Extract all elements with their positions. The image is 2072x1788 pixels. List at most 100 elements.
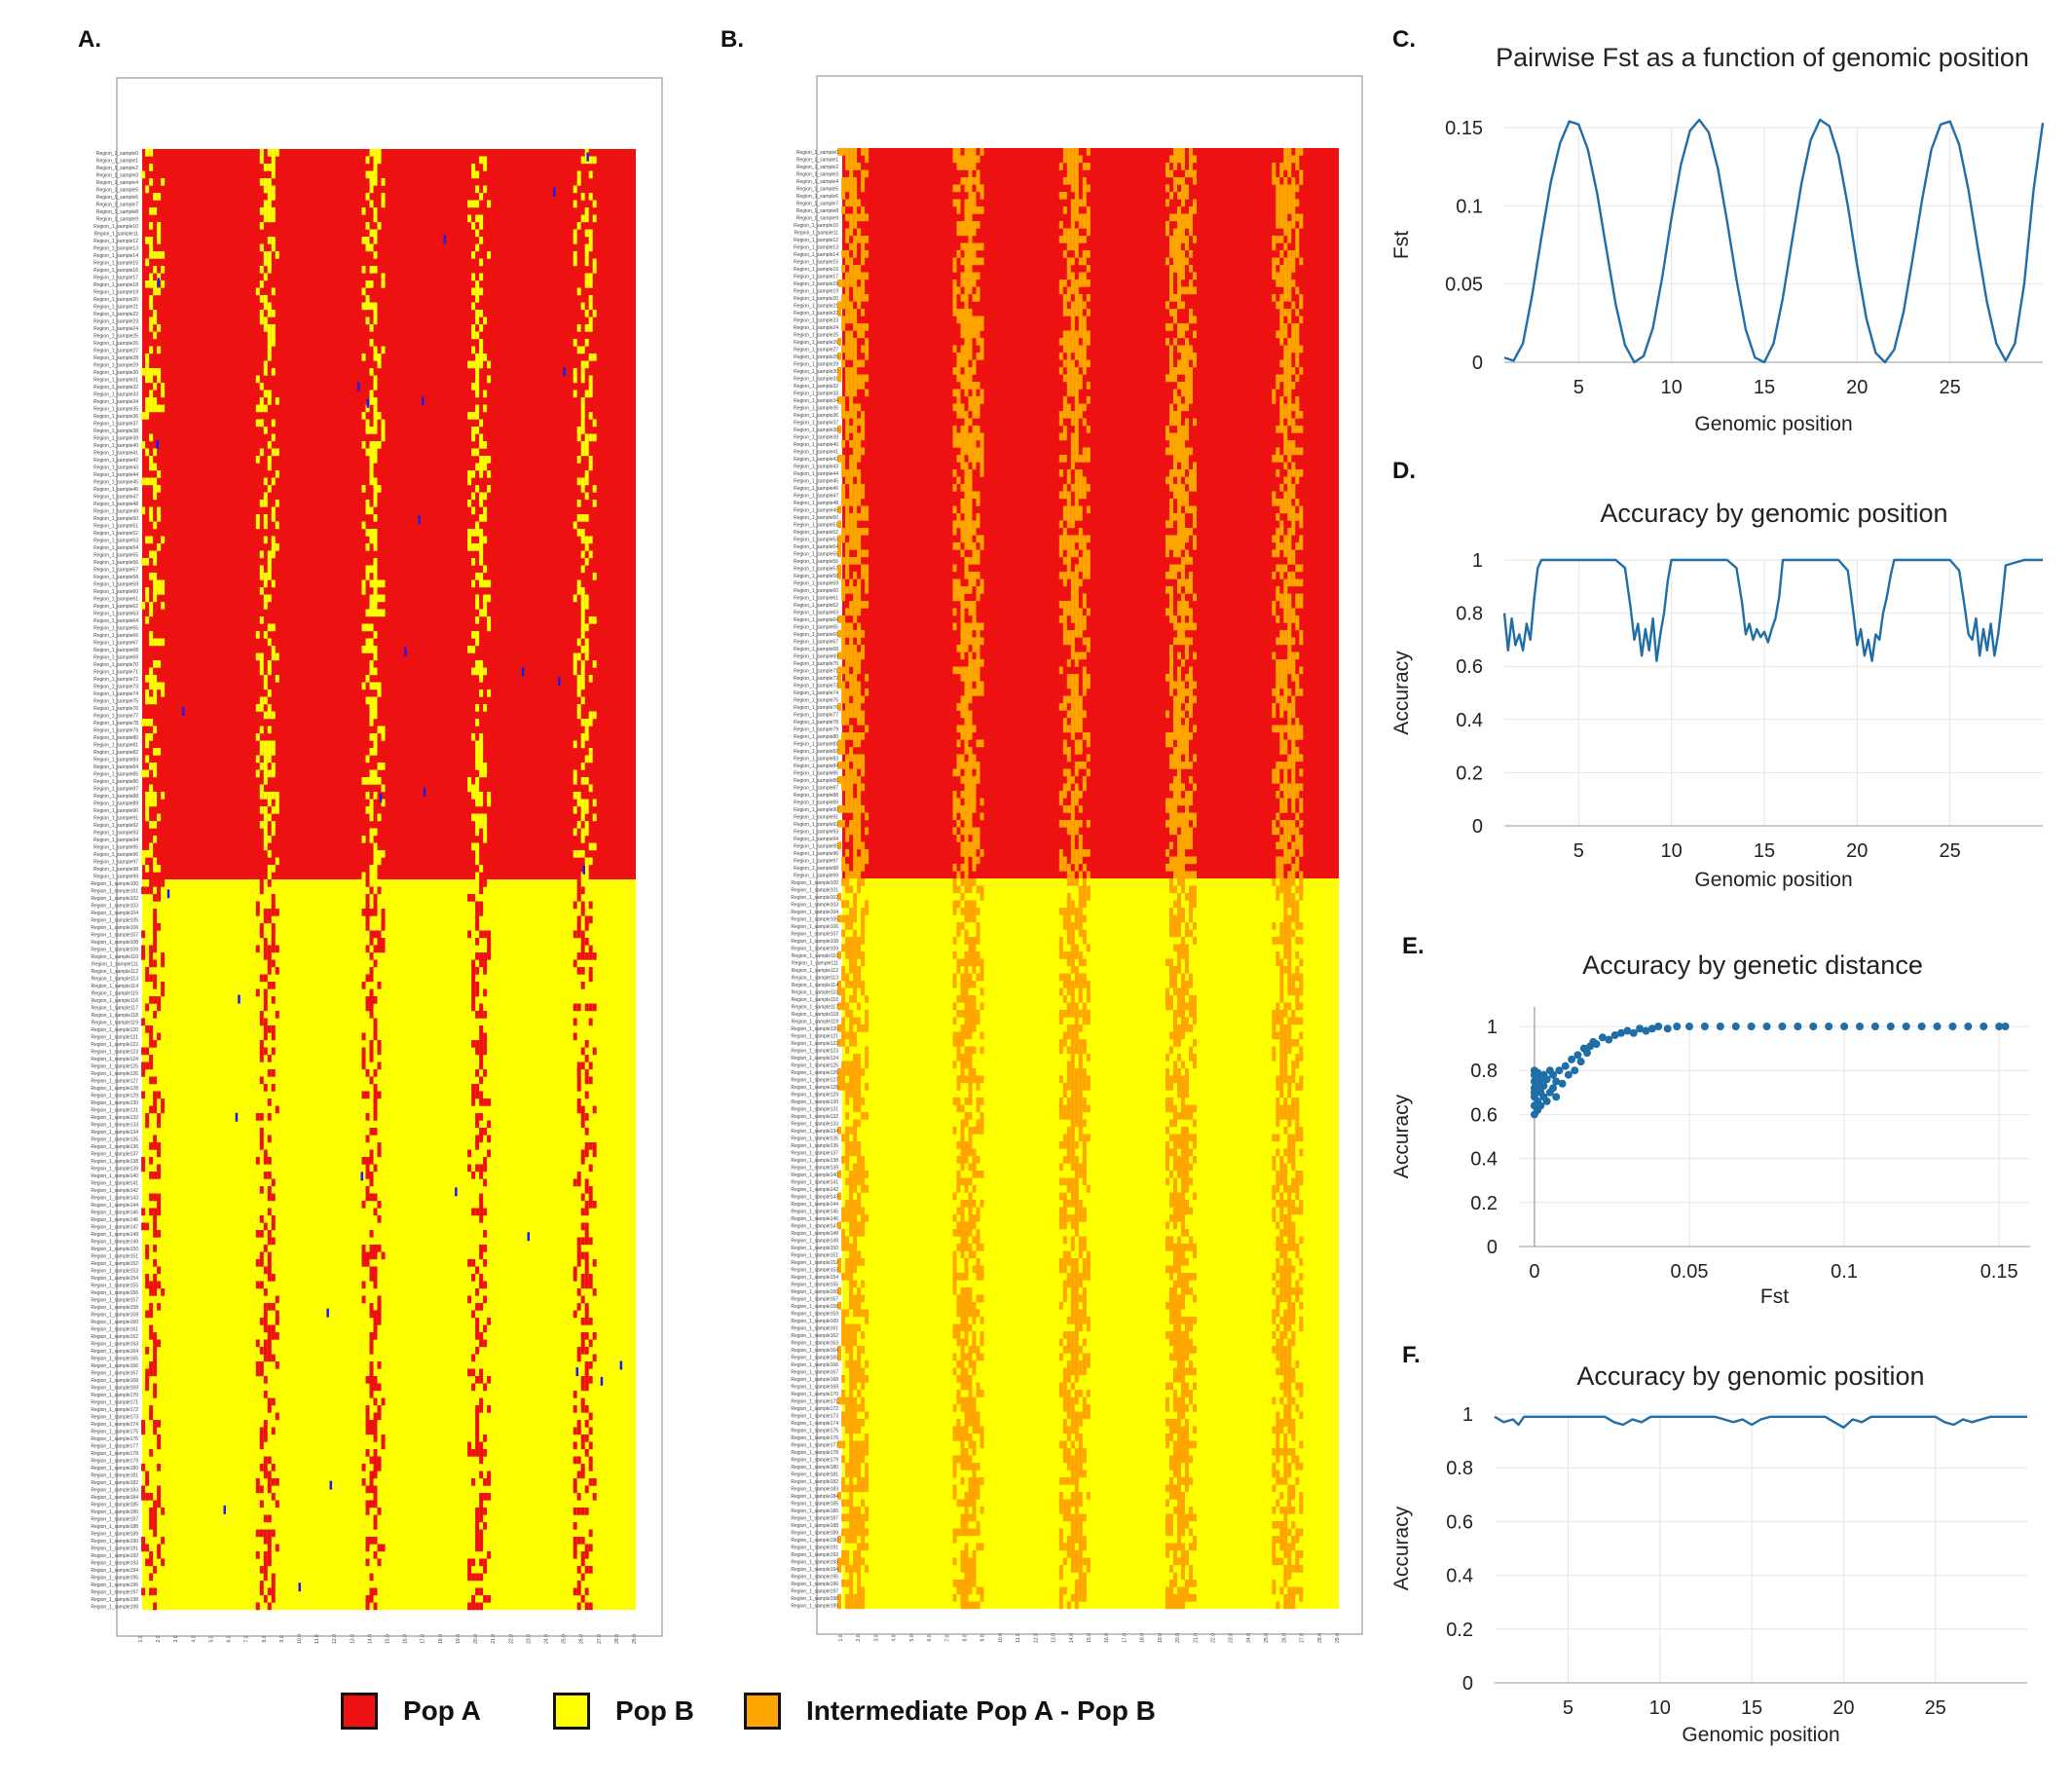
heatmap-tick-label: 29.0	[632, 1634, 638, 1644]
heatmap-tick-label: 12.0	[1033, 1633, 1039, 1643]
heatmap-row-label: Region_1_sample51	[93, 524, 138, 530]
heatmap-tick-label: 25.0	[1264, 1633, 1270, 1643]
heatmap-row-labels: Region_1_sample0Region_1_sample1Region_1…	[91, 151, 138, 1611]
heatmap-row-label: Region_1_sample111	[92, 962, 138, 968]
heatmap-row-label: Region_1_sample172	[791, 1406, 838, 1412]
heatmap-row-label: Region_1_sample63	[794, 611, 838, 616]
y-tick-label: 0.8	[1470, 1061, 1498, 1082]
heatmap-row-label: Region_1_sample172	[91, 1407, 138, 1413]
heatmap-row-label: Region_1_sample70	[794, 661, 838, 667]
heatmap-row-label: Region_1_sample98	[794, 866, 838, 872]
heatmap-row-label: Region_1_sample52	[93, 531, 138, 537]
heatmap-row-label: Region_1_sample167	[791, 1370, 838, 1376]
heatmap-row-label: Region_1_sample46	[794, 486, 838, 492]
y-tick-label: 0.6	[1470, 1104, 1498, 1126]
scatter-point	[1576, 1058, 1585, 1066]
x-tick-label: 5	[1563, 1697, 1573, 1719]
heatmap-row-label: Region_1_sample69	[93, 655, 138, 661]
heatmap-row-label: Region_1_sample164	[791, 1348, 838, 1354]
heatmap-tick-label: 8.0	[963, 1634, 969, 1641]
heatmap-row-label: Region_1_sample179	[791, 1458, 838, 1464]
heatmap-row-label: Region_1_sample90	[93, 808, 138, 814]
heatmap-row-label: Region_1_sample0	[796, 150, 838, 156]
heatmap-row-label: Region_1_sample152	[91, 1261, 138, 1267]
heatmap-row-label: Region_1_sample42	[93, 458, 138, 464]
heatmap-row-label: Region_1_sample96	[794, 851, 838, 857]
heatmap-marker	[157, 278, 161, 287]
heatmap-row-label: Region_1_sample54	[794, 544, 838, 550]
heatmap-row-label: Region_1_sample43	[794, 465, 838, 470]
heatmap-row-label: Region_1_sample5	[796, 187, 838, 193]
heatmap-row-label: Region_1_sample192	[791, 1552, 838, 1558]
x-axis-label: Fst	[1760, 1285, 1789, 1308]
heatmap-row-label: Region_1_sample61	[93, 597, 138, 603]
heatmap-row-label: Region_1_sample11	[795, 231, 839, 237]
y-tick-label: 0	[1472, 816, 1483, 838]
heatmap-row-label: Region_1_sample124	[91, 1057, 138, 1062]
y-tick-label: 0	[1462, 1673, 1473, 1695]
heatmap-row-label: Region_1_sample199	[91, 1605, 138, 1611]
heatmap-row-label: Region_1_sample85	[794, 771, 838, 777]
heatmap-row-label: Region_1_sample159	[791, 1312, 838, 1318]
heatmap-marker	[455, 1187, 458, 1197]
y-tick-label: 0.2	[1470, 1193, 1498, 1214]
heatmap-row-label: Region_1_sample154	[791, 1275, 838, 1281]
heatmap-row-label: Region_1_sample37	[794, 421, 838, 427]
heatmap-row-label: Region_1_sample24	[93, 326, 138, 332]
heatmap-row-label: Region_1_sample84	[93, 764, 138, 770]
heatmap-tick-label: 9.0	[980, 1634, 986, 1641]
heatmap-row-label: Region_1_sample116	[792, 997, 838, 1003]
heatmap-tick-label: 15.0	[1087, 1633, 1092, 1643]
heatmap-row-label: Region_1_sample122	[791, 1041, 838, 1047]
x-tick-label: 20	[1846, 377, 1868, 398]
x-tick-label: 25	[1940, 840, 1961, 862]
heatmap-row-label: Region_1_sample177	[91, 1444, 138, 1450]
chart-title: Accuracy by genetic distance	[1582, 950, 1923, 980]
heatmap-row-label: Region_1_sample7	[796, 202, 838, 207]
heatmap-tick-label: 24.0	[1246, 1633, 1252, 1643]
x-tick-label: 5	[1573, 377, 1584, 398]
heatmap-tick-label: 22.0	[1211, 1633, 1217, 1643]
heatmap-tick-label: 28.0	[1317, 1633, 1323, 1643]
heatmap-row-label: Region_1_sample133	[791, 1122, 838, 1128]
heatmap-tick-label: 13.0	[350, 1634, 355, 1644]
heatmap-row-label: Region_1_sample175	[791, 1429, 838, 1434]
heatmap-row-label: Region_1_sample29	[794, 362, 838, 368]
heatmap-marker	[379, 793, 383, 802]
heatmap-row-label: Region_1_sample126	[791, 1070, 838, 1076]
scatter-point	[1552, 1093, 1561, 1101]
heatmap-row-label: Region_1_sample74	[794, 690, 838, 696]
heatmap-marker	[619, 1360, 623, 1370]
heatmap-band	[467, 156, 492, 1611]
scatter-point	[1568, 1055, 1576, 1063]
y-tick-label: 1	[1462, 1404, 1473, 1426]
heatmap-row-label: Region_1_sample105	[791, 917, 838, 923]
heatmap-row-label: Region_1_sample135	[791, 1136, 838, 1142]
y-tick-label: 0.6	[1446, 1511, 1473, 1533]
heatmap-tick-label: 29.0	[1335, 1633, 1341, 1643]
heatmap-row-label: Region_1_sample145	[791, 1210, 838, 1215]
heatmap-row-label: Region_1_sample104	[91, 911, 138, 916]
heatmap-row-label: Region_1_sample65	[93, 626, 138, 632]
x-tick-label: 25	[1940, 377, 1961, 398]
heatmap-row-label: Region_1_sample152	[791, 1260, 838, 1266]
heatmap-tick-label: 26.0	[579, 1634, 585, 1644]
y-tick-label: 0.2	[1446, 1620, 1473, 1641]
heatmap-row-label: Region_1_sample127	[91, 1079, 138, 1085]
heatmap-row-label: Region_1_sample58	[93, 575, 138, 580]
heatmap-row-label: Region_1_sample195	[91, 1576, 138, 1582]
scatter-point	[1825, 1023, 1833, 1030]
heatmap-row-label: Region_1_sample159	[91, 1313, 138, 1319]
heatmap-band	[361, 149, 386, 1611]
heatmap-marker	[182, 706, 185, 716]
heatmap-marker	[600, 1376, 604, 1386]
heatmap-row-label: Region_1_sample151	[91, 1254, 138, 1260]
scatter-point	[1549, 1070, 1557, 1079]
scatter-point	[1809, 1023, 1818, 1030]
heatmap-marker	[443, 235, 447, 244]
heatmap-tick-label: 27.0	[597, 1634, 603, 1644]
y-tick-label: 0.8	[1446, 1458, 1473, 1479]
heatmap-row-label: Region_1_sample155	[791, 1283, 838, 1288]
